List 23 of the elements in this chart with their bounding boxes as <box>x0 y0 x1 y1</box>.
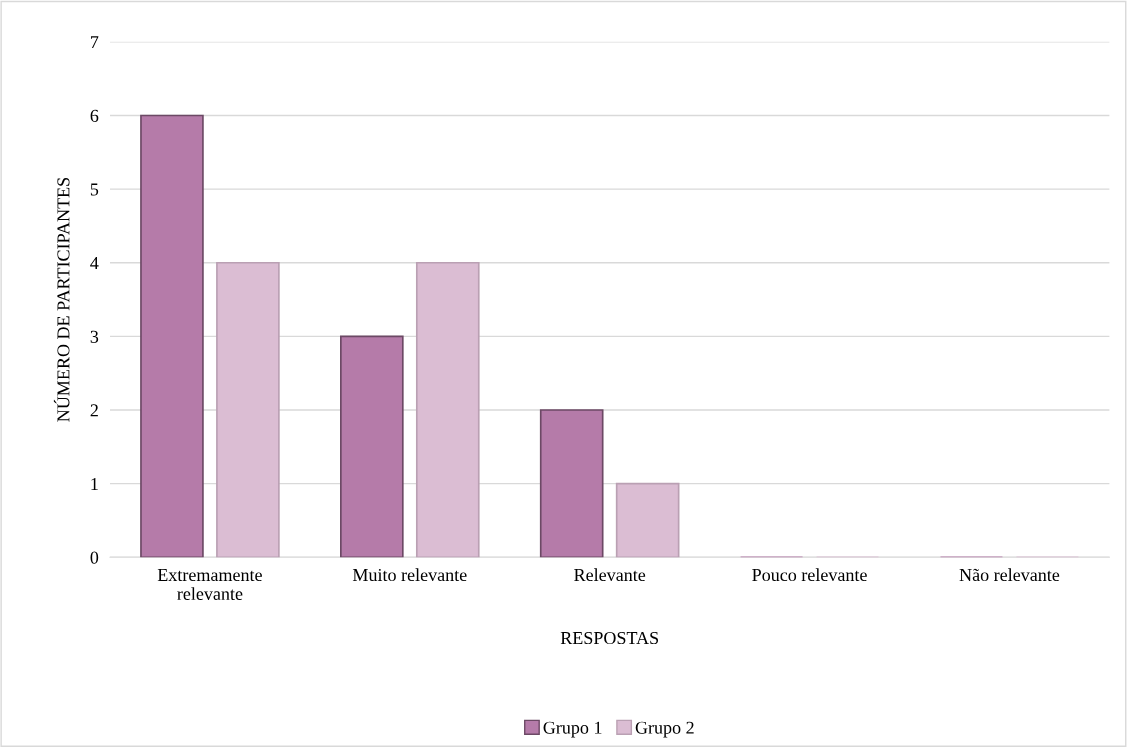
bar <box>539 409 604 558</box>
legend-label: Grupo 2 <box>635 721 694 738</box>
y-tick-label: 7 <box>91 36 99 49</box>
x-tick-label: Não relevante <box>959 568 1060 582</box>
y-tick-label: 3 <box>90 330 99 343</box>
y-tick-label: 1 <box>91 477 98 490</box>
y-tick-label: 2 <box>90 404 98 417</box>
y-tick-label: 4 <box>90 257 99 269</box>
bar <box>140 114 204 558</box>
bar <box>340 335 404 558</box>
x-tick-label: Pouco relevante <box>752 568 867 582</box>
y-tick-label: 6 <box>90 109 99 122</box>
bar <box>216 261 280 558</box>
y-tick-label: 0 <box>90 551 99 564</box>
legend-label: Grupo 1 <box>543 721 602 738</box>
x-tick-label: Relevante <box>574 568 646 582</box>
x-axis-title: RESPOSTAS <box>560 631 659 645</box>
bar <box>615 482 680 558</box>
x-tick-label: Extremamente relevante <box>157 569 262 600</box>
y-tick-label: 5 <box>90 183 99 196</box>
x-tick-label: Muito relevante <box>352 568 467 582</box>
y-axis-title: NÚMERO DE PARTICIPANTES <box>53 177 70 422</box>
bar <box>415 261 480 558</box>
